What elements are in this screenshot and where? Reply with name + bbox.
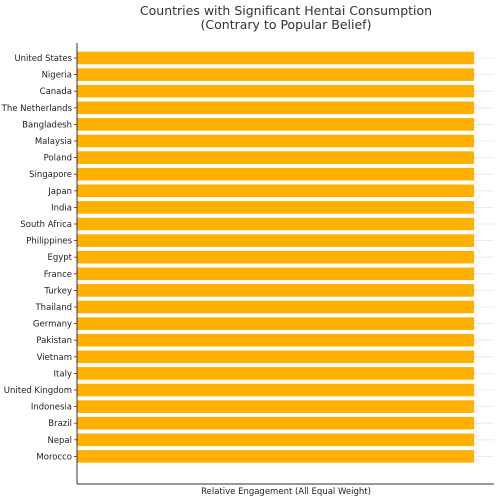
- bar: [77, 118, 475, 131]
- chart-title: Countries with Significant Hentai Consum…: [140, 3, 432, 18]
- y-tick-label: Nigeria: [42, 71, 72, 81]
- bar: [77, 400, 475, 413]
- bar: [77, 300, 475, 314]
- y-tick-label: South Africa: [20, 220, 72, 230]
- bar: [77, 101, 475, 115]
- y-tick-label: France: [44, 270, 72, 280]
- y-tick-label: Malaysia: [35, 137, 72, 147]
- y-tick-label: Singapore: [29, 170, 72, 180]
- bar: [77, 84, 475, 98]
- chart-subtitle: (Contrary to Popular Belief): [201, 17, 372, 32]
- bar: [77, 433, 475, 447]
- bar: [77, 167, 475, 181]
- y-tick-label: Thailand: [34, 303, 72, 313]
- y-tick-label: Brazil: [48, 419, 72, 429]
- bars-group: [77, 51, 475, 463]
- bar: [77, 134, 475, 148]
- bar: [77, 383, 475, 397]
- bar: [77, 151, 475, 164]
- y-tick-label: Nepal: [47, 436, 72, 446]
- bar: [77, 184, 475, 198]
- bar: [77, 51, 475, 65]
- bar: [77, 450, 475, 463]
- y-tick-label: Pakistan: [36, 336, 72, 346]
- y-tick-label: Germany: [33, 320, 72, 330]
- y-tick-label: Poland: [44, 154, 72, 164]
- bar: [77, 267, 475, 281]
- y-tick-label: United States: [14, 54, 72, 64]
- y-tick-label: Italy: [54, 369, 72, 379]
- y-tick-label: Morocco: [36, 452, 72, 462]
- bar: [77, 367, 475, 380]
- bar: [77, 234, 475, 247]
- bar: [77, 333, 475, 347]
- bar: [77, 416, 475, 430]
- bar: [77, 317, 475, 330]
- y-tick-label: Canada: [40, 87, 72, 97]
- y-tick-label: Vietnam: [37, 353, 72, 363]
- y-tick-label: Japan: [47, 187, 72, 197]
- bar: [77, 284, 475, 297]
- y-tick-label: United Kingdom: [4, 386, 72, 396]
- bar: [77, 350, 475, 364]
- bar: [77, 201, 475, 214]
- y-tick-label: India: [51, 203, 72, 213]
- y-tick-labels: United States Nigeria Canada The Netherland…: [1, 54, 77, 462]
- y-tick-label: Egypt: [47, 253, 72, 263]
- y-tick-label: Philippines: [26, 237, 72, 247]
- y-tick-label: The Netherlands: [1, 104, 73, 114]
- bar: [77, 68, 475, 81]
- y-tick-label: Turkey: [43, 286, 72, 296]
- y-tick-label: Indonesia: [31, 403, 72, 413]
- y-tick-label: Bangladesh: [22, 120, 72, 130]
- bar: [77, 217, 475, 231]
- x-axis-label: Relative Engagement (All Equal Weight): [201, 487, 371, 497]
- bar: [77, 250, 475, 264]
